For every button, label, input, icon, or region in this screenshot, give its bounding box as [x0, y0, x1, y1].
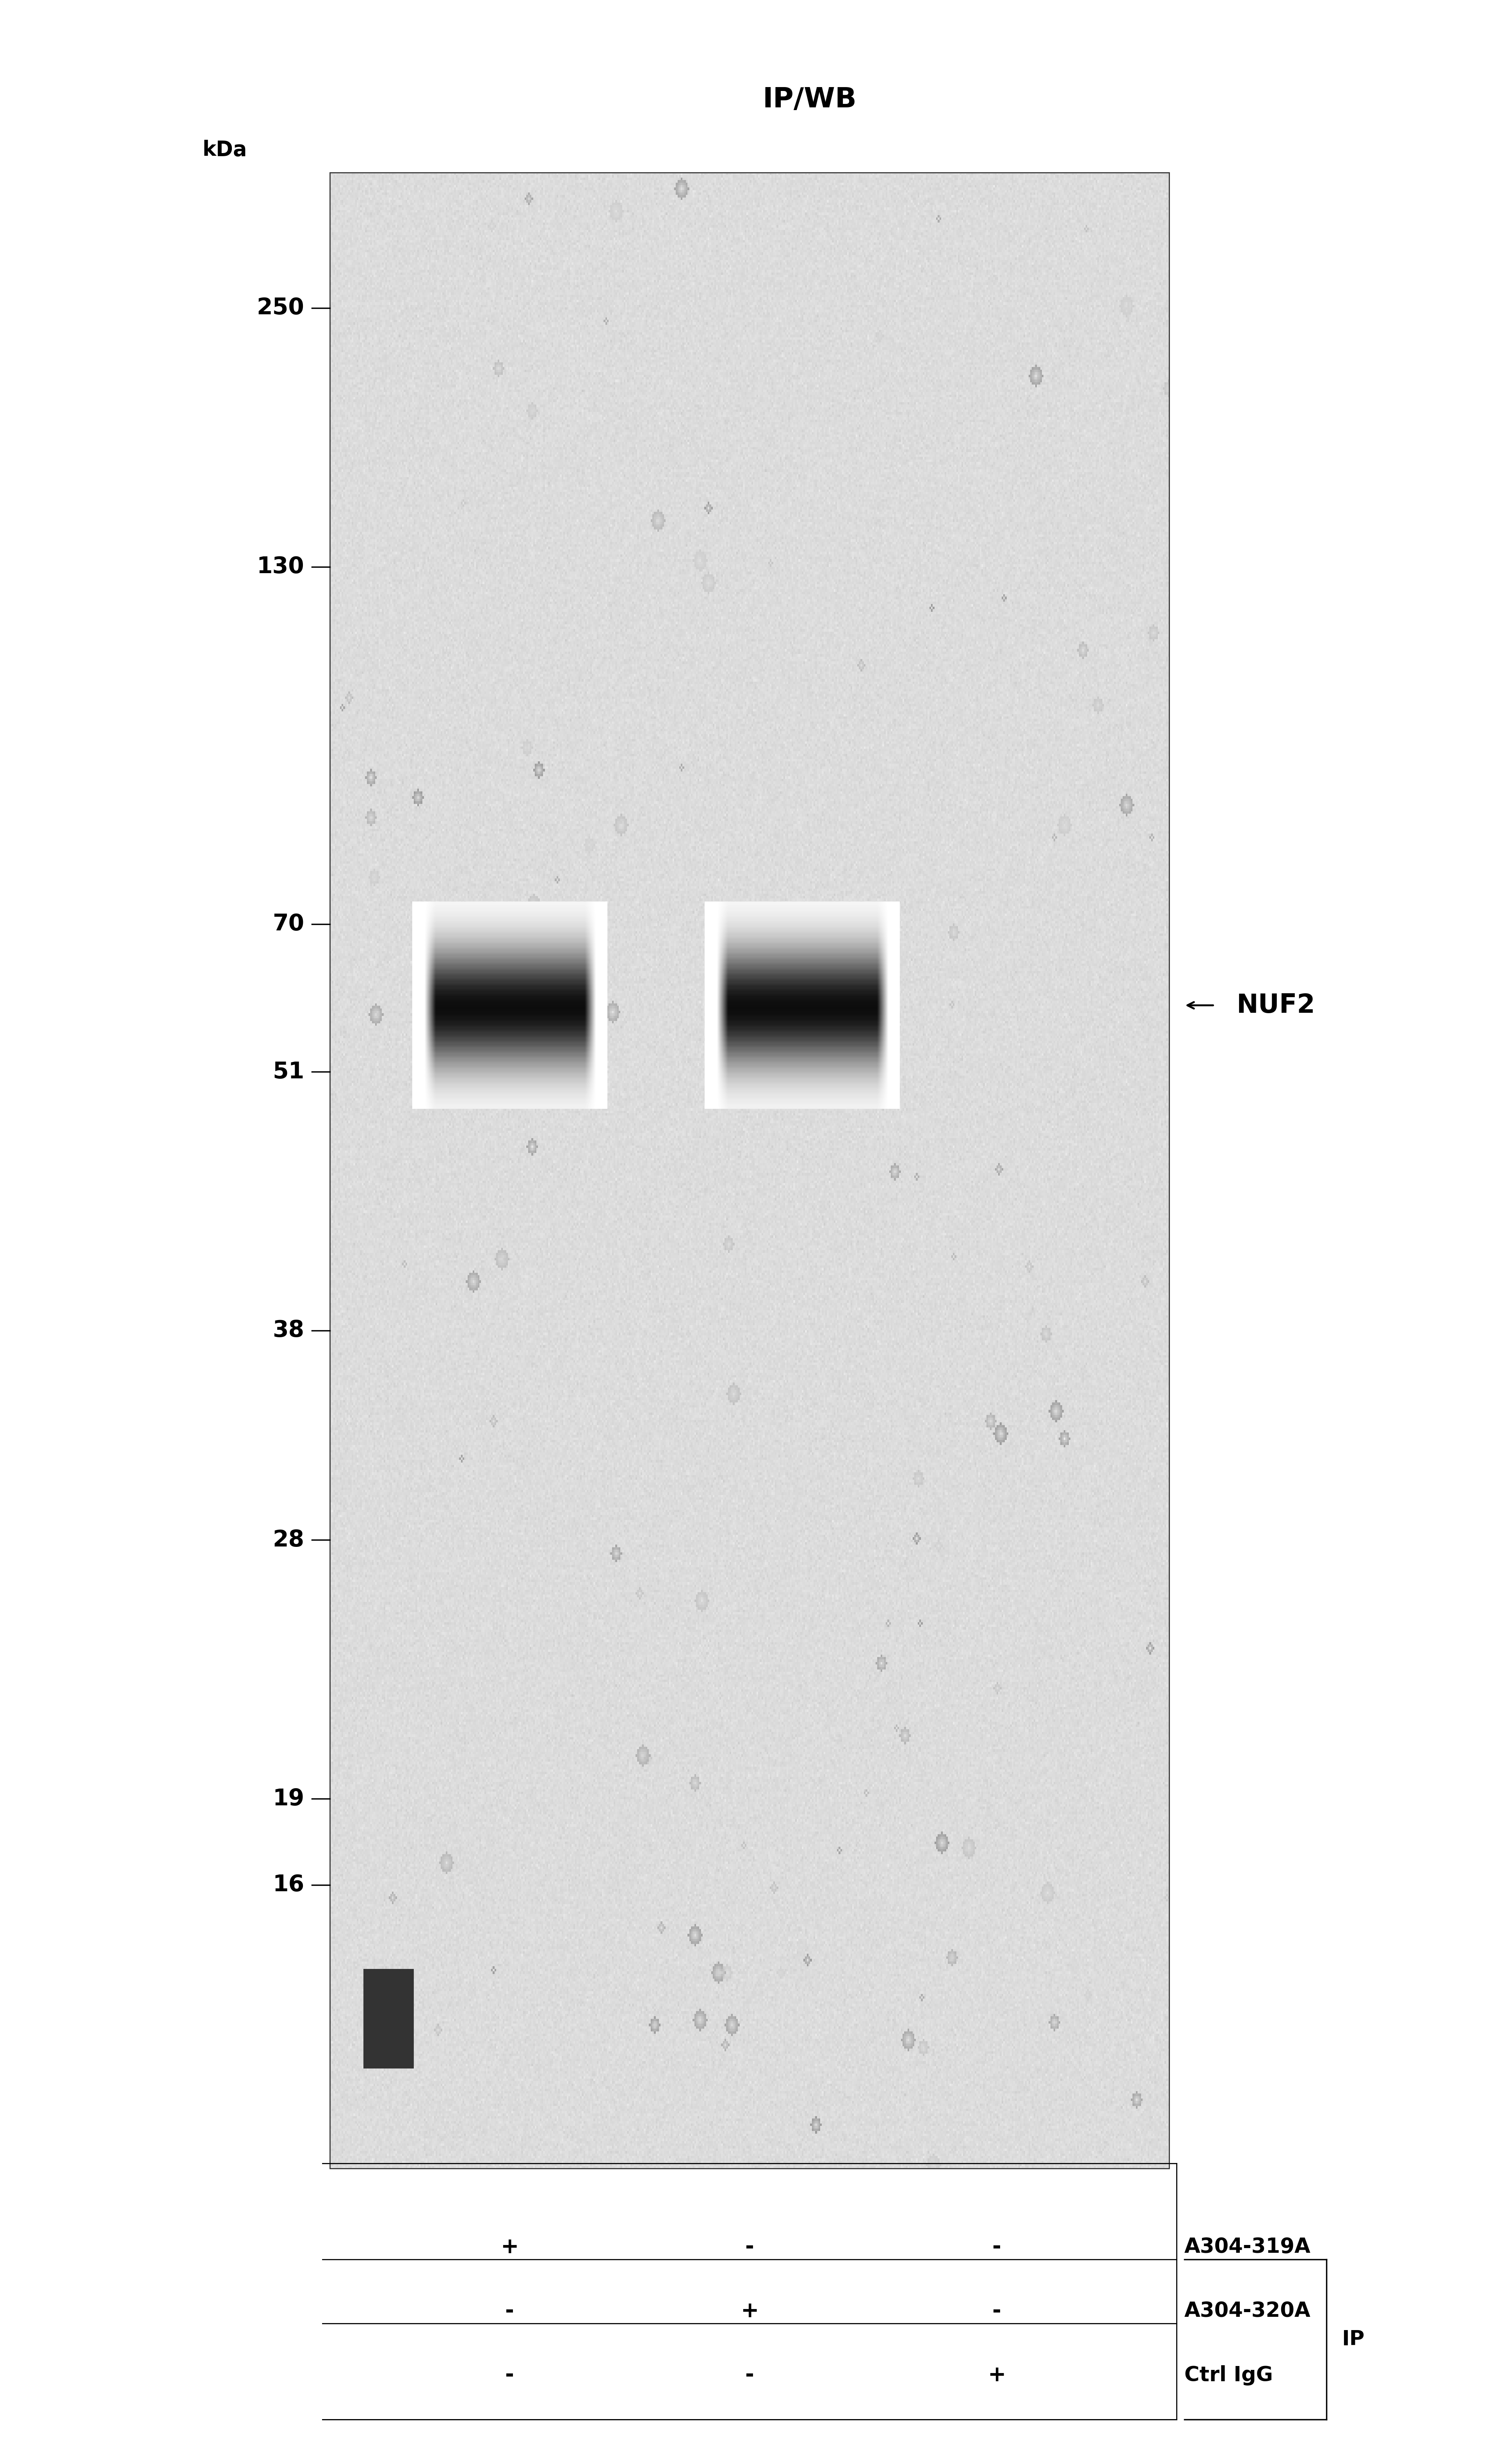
Text: 250: 250	[256, 296, 304, 320]
Text: 28: 28	[273, 1528, 304, 1552]
Text: +: +	[988, 2365, 1006, 2385]
Text: IP: IP	[1342, 2328, 1364, 2351]
Text: Ctrl IgG: Ctrl IgG	[1184, 2365, 1273, 2385]
Text: 130: 130	[256, 554, 304, 579]
Text: A304-319A: A304-319A	[1184, 2237, 1310, 2257]
Text: 19: 19	[273, 1786, 304, 1811]
Text: 16: 16	[273, 1873, 304, 1897]
Text: +: +	[501, 2237, 519, 2257]
Bar	[330, 172, 1169, 2168]
Text: -: -	[745, 2237, 754, 2257]
Text: +: +	[741, 2301, 758, 2321]
Text: IP/WB: IP/WB	[763, 86, 856, 113]
Text: A304-320A: A304-320A	[1184, 2301, 1310, 2321]
Text: NUF2: NUF2	[1237, 993, 1316, 1018]
Text: -: -	[505, 2365, 514, 2385]
Text: 38: 38	[273, 1318, 304, 1343]
Text: -: -	[505, 2301, 514, 2321]
Text: -: -	[992, 2237, 1001, 2257]
Text: 70: 70	[273, 912, 304, 936]
Text: 51: 51	[273, 1060, 304, 1084]
Text: -: -	[745, 2365, 754, 2385]
Text: -: -	[992, 2301, 1001, 2321]
Text: kDa: kDa	[202, 140, 247, 160]
